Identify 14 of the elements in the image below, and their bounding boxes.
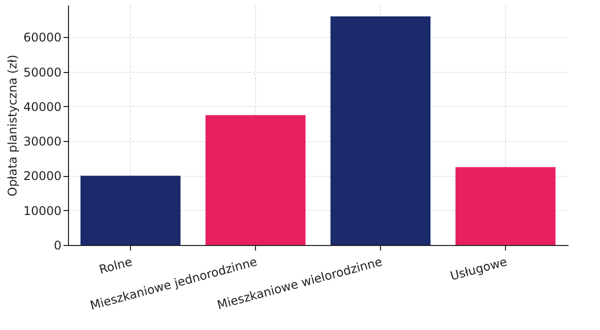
- y-tick-label: 10000: [23, 204, 62, 218]
- x-tick-label: Rolne: [98, 254, 134, 277]
- y-tick-label: 40000: [23, 100, 62, 114]
- y-tick-label: 20000: [23, 169, 62, 184]
- y-axis-title: Opłata planistyczna (zł): [5, 54, 20, 196]
- y-tick-label: 60000: [23, 30, 62, 45]
- bar: [206, 115, 306, 245]
- y-tick-label: 0: [54, 238, 62, 252]
- y-tick-label: 50000: [23, 65, 62, 80]
- x-tick-label: Usługowe: [448, 254, 509, 284]
- bar: [80, 176, 180, 245]
- bar: [330, 16, 430, 245]
- y-tick-label: 30000: [23, 134, 62, 149]
- bar: [456, 167, 556, 245]
